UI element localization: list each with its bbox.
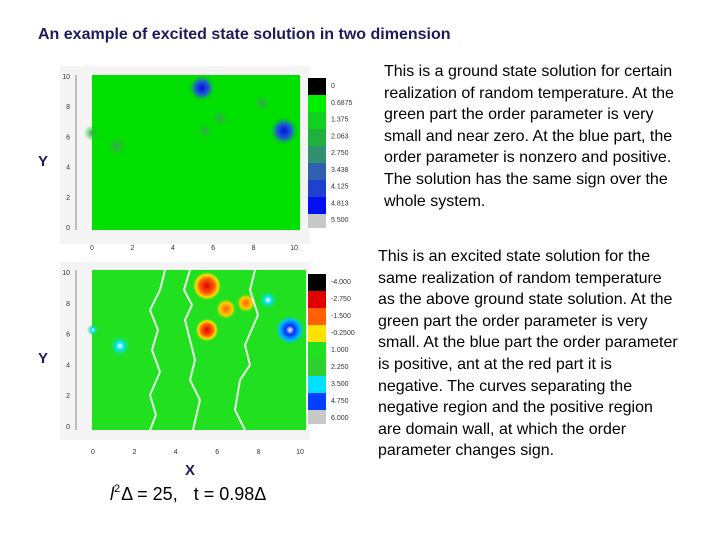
colorbar <box>308 78 326 228</box>
x-tick-label: 8 <box>252 245 256 252</box>
colorbar-label: -1.500 <box>331 313 351 320</box>
x-axis-label: X <box>185 462 195 479</box>
x-tick-label: 10 <box>290 245 298 252</box>
formula: l2Δ = 25, t = 0.98Δ <box>110 483 266 504</box>
y-tick-label: 2 <box>66 393 70 400</box>
colorbar-label: 4.750 <box>331 398 349 405</box>
colorbar-label: 6.000 <box>331 415 349 422</box>
y-tick-label: 4 <box>66 362 70 369</box>
x-tick-label: 4 <box>174 449 178 456</box>
y-tick-label: 10 <box>62 270 70 277</box>
colorbar <box>308 274 326 424</box>
colorbar-label: -2.750 <box>331 296 351 303</box>
description: This is an excited state solution for th… <box>378 248 678 460</box>
y-axis-label: Y <box>38 350 48 367</box>
y-tick-label: 6 <box>66 332 70 339</box>
colorbar-label: 4.125 <box>331 184 349 191</box>
y-tick-label: 0 <box>66 424 70 431</box>
y-tick-label: 2 <box>66 195 70 202</box>
colorbar-label: -0.2500 <box>331 330 355 337</box>
slide-title: An example of excited state solution in … <box>38 26 451 43</box>
y-tick-label: 6 <box>66 134 70 141</box>
colorbar-label: 3.500 <box>331 381 349 388</box>
y-tick-label: 10 <box>62 74 70 81</box>
x-tick-label: 0 <box>90 245 94 252</box>
y-tick-label: 8 <box>66 301 70 308</box>
colorbar-label: 0.6875 <box>331 100 353 107</box>
x-tick-label: 6 <box>215 449 219 456</box>
colorbar-label: 0 <box>331 83 335 90</box>
y-tick-label: 0 <box>66 225 70 232</box>
colorbar-label: 2.750 <box>331 150 349 157</box>
y-axis-label: Y <box>38 153 48 170</box>
x-tick-label: 8 <box>257 449 261 456</box>
description: This is a ground state solution for cert… <box>384 63 674 210</box>
colorbar-label: 5.500 <box>331 217 349 224</box>
x-tick-label: 2 <box>130 245 134 252</box>
colorbar-label: 4.813 <box>331 200 349 207</box>
x-tick-label: 0 <box>91 449 95 456</box>
heatmap <box>60 66 310 244</box>
colorbar-label: 2.063 <box>331 133 349 140</box>
colorbar-label: 2.250 <box>331 364 349 371</box>
colorbar-label: 1.000 <box>331 347 349 354</box>
heatmap <box>60 262 310 440</box>
x-tick-label: 6 <box>211 245 215 252</box>
colorbar-label: -4.000 <box>331 279 351 286</box>
x-tick-label: 2 <box>132 449 136 456</box>
colorbar-label: 1.375 <box>331 117 349 124</box>
x-tick-label: 4 <box>171 245 175 252</box>
y-tick-label: 4 <box>66 165 70 172</box>
ticks: 10 8 6 4 2 0 0 2 4 6 8 10 0 0.6875 1.375 2.063 2.750 3.43… <box>62 74 355 456</box>
x-tick-label: 10 <box>296 449 304 456</box>
colorbar-label: 3.438 <box>331 167 349 174</box>
y-tick-label: 8 <box>66 104 70 111</box>
